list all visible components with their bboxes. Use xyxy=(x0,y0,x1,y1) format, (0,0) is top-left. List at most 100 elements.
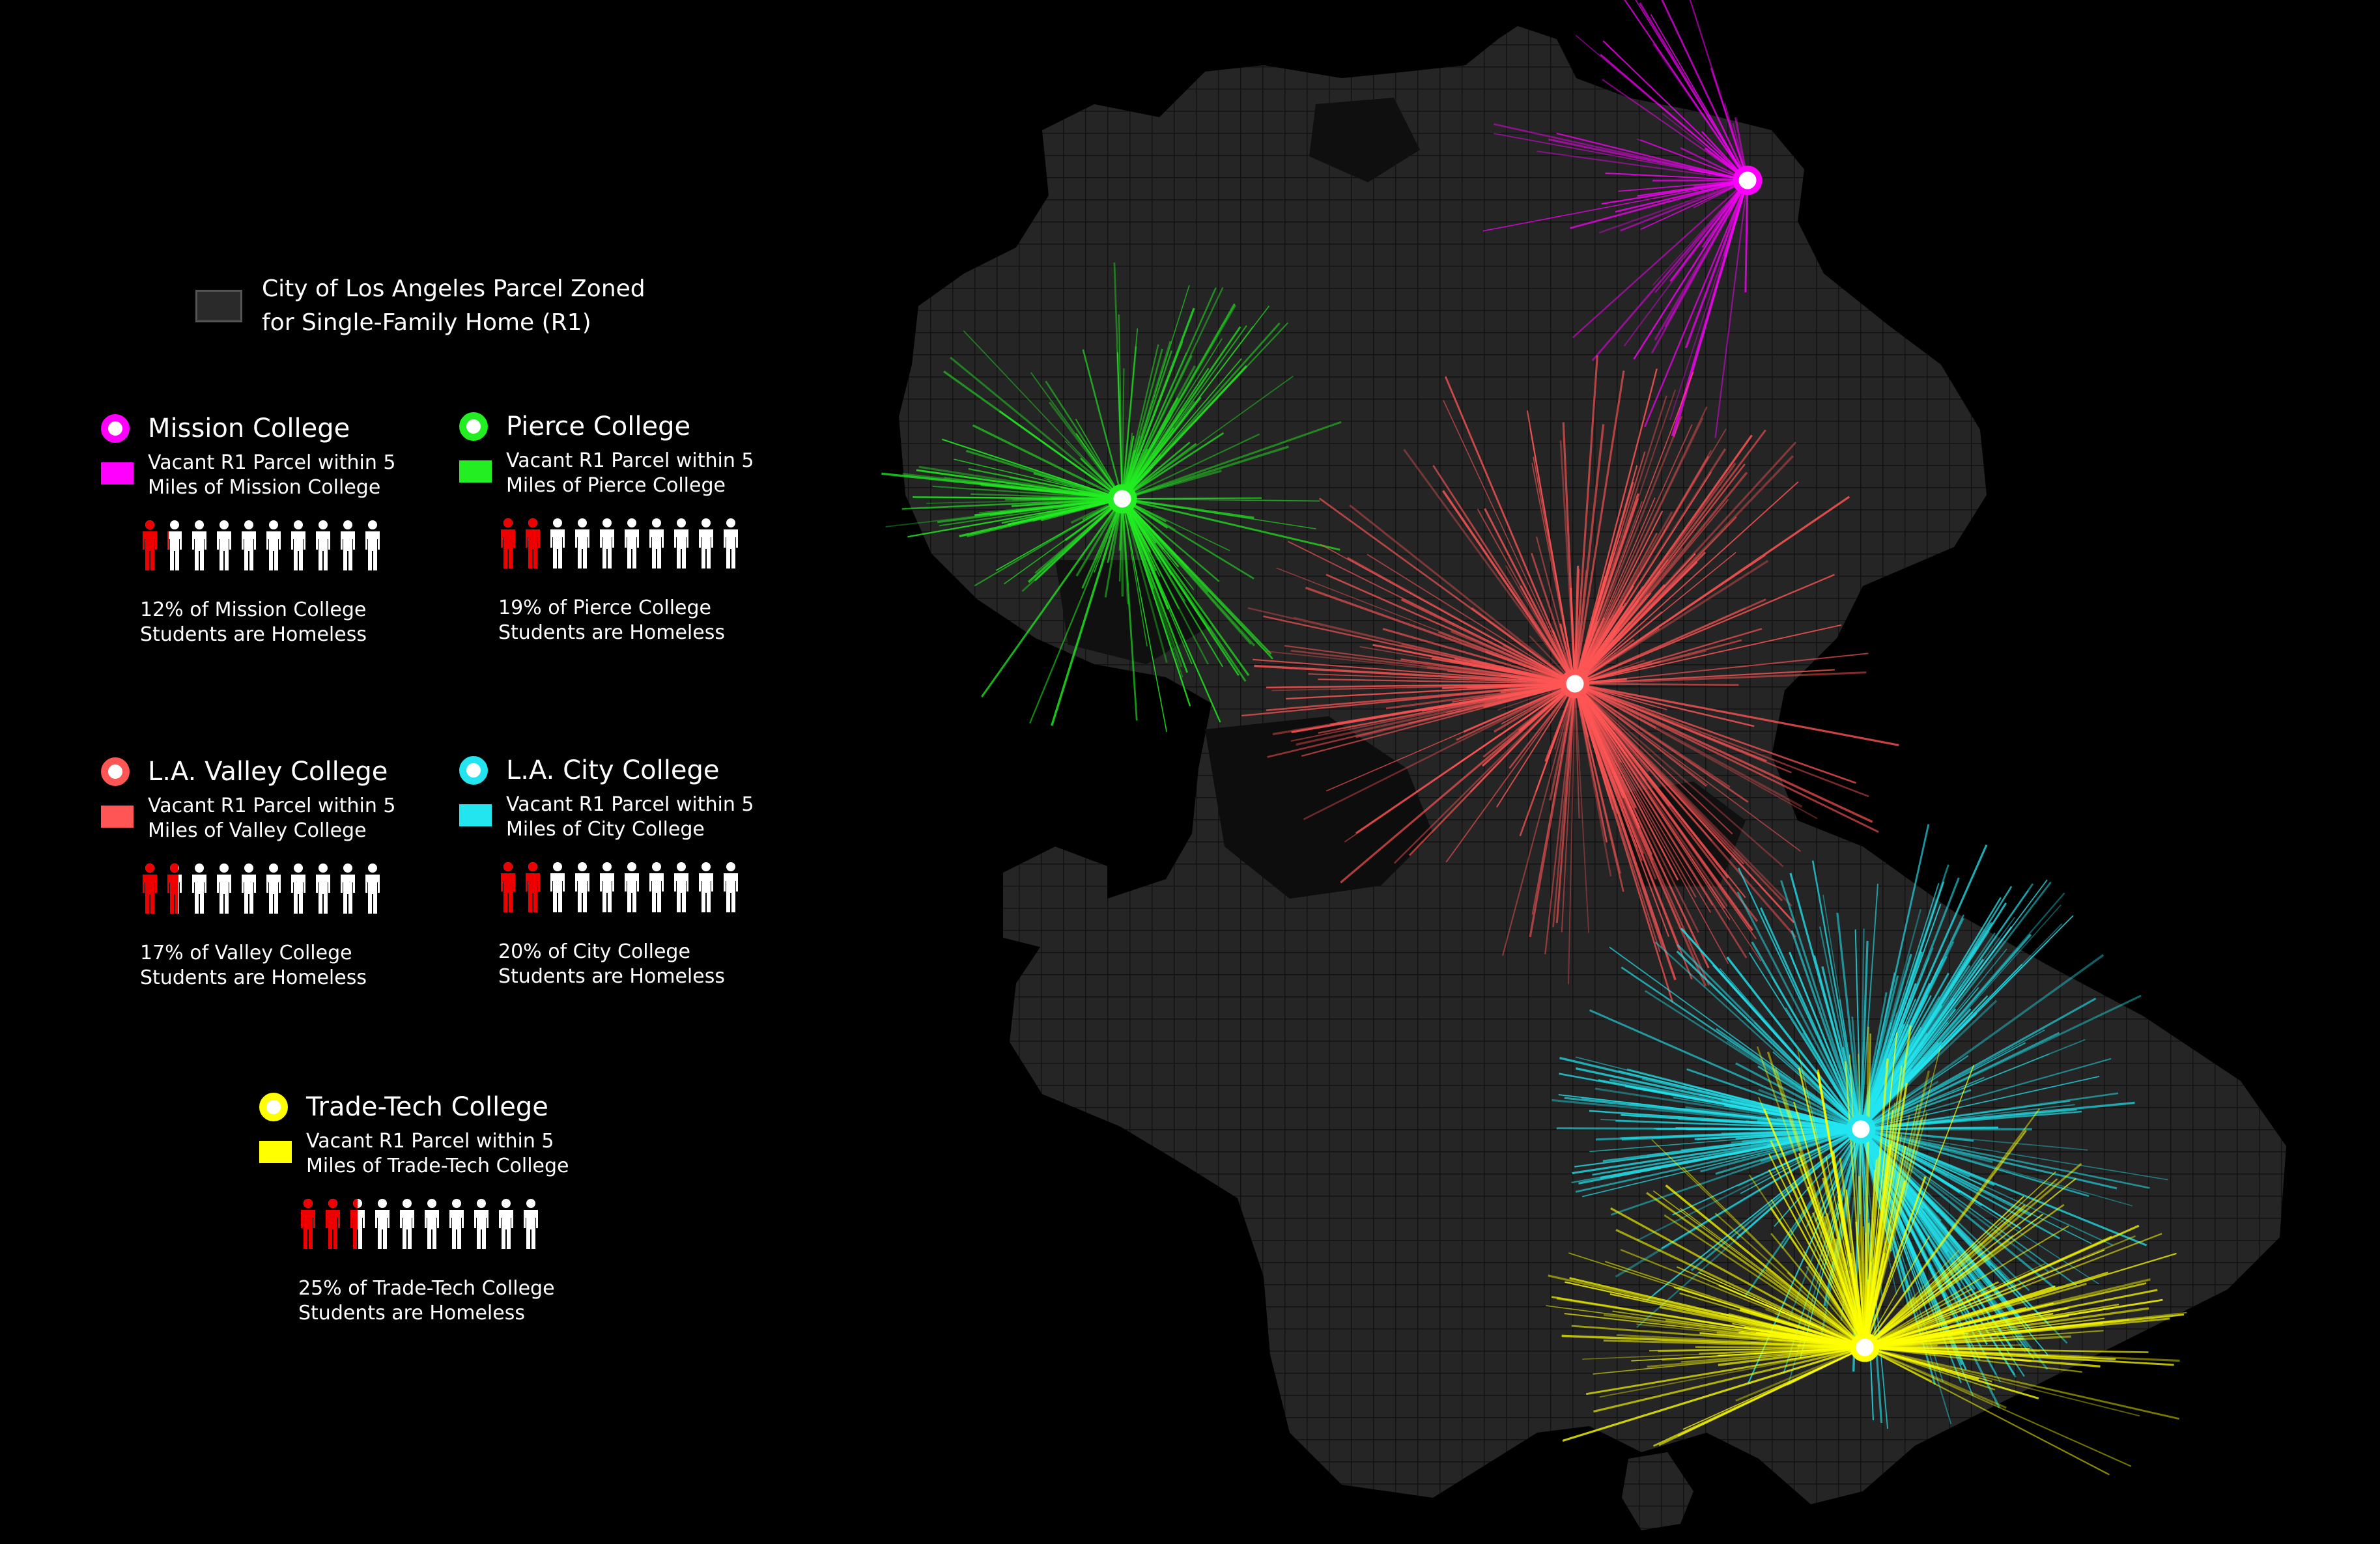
parcel-ray xyxy=(1574,683,1795,923)
parcel-ray xyxy=(1726,956,1862,1130)
parcel-ray xyxy=(1677,944,1862,1130)
parcel-label: Vacant R1 Parcel within 5 Miles of City … xyxy=(506,793,754,842)
parcel-ray xyxy=(1654,180,1749,341)
college-marker-valley[interactable] xyxy=(1560,669,1590,699)
parcel-ray xyxy=(1609,946,1862,1130)
parcel-ray xyxy=(1121,498,1191,707)
parcel-ray xyxy=(1561,1334,1865,1349)
person-homeless-icon xyxy=(167,863,182,914)
parcel-ray xyxy=(1574,471,1712,684)
parcel-ray xyxy=(1664,180,1748,328)
parcel-ray xyxy=(1116,352,1123,499)
parcel-ray xyxy=(1574,417,1704,684)
parcel-ray xyxy=(1684,180,1749,348)
person-icon xyxy=(474,1199,489,1249)
parcel-ray xyxy=(1824,1216,1866,1348)
parcel-ray xyxy=(1644,180,1749,428)
parcel-ray xyxy=(1572,1128,1862,1175)
homeless-stat-line1: 20% of City College xyxy=(498,940,690,963)
legend-mission: Mission College Vacant R1 Parcel within … xyxy=(101,409,466,647)
college-name: L.A. City College xyxy=(506,755,720,785)
parcel-ray xyxy=(1121,365,1196,499)
parcel-ray xyxy=(1686,1068,1862,1130)
parcel-ray xyxy=(1477,509,1576,684)
parcel-label: Vacant R1 Parcel within 5 Miles of Pierc… xyxy=(506,449,754,498)
parcel-ray xyxy=(1615,1119,1862,1130)
parcel-ray xyxy=(1860,908,1921,1130)
parcel-ray xyxy=(1602,40,1748,181)
homeless-pictogram xyxy=(498,518,824,583)
parcel-ray xyxy=(1574,683,1674,1003)
college-marker-city[interactable] xyxy=(1846,1114,1876,1144)
parcel-ray xyxy=(1574,683,1725,909)
parcel-ray xyxy=(1736,1128,1862,1239)
parcel-ray xyxy=(1854,929,1862,1130)
parcel-ray xyxy=(1860,998,1955,1130)
college-marker-tradetech[interactable] xyxy=(1850,1332,1880,1362)
person-icon xyxy=(217,863,231,914)
parcel-ray xyxy=(1574,683,1612,800)
parcel-ray xyxy=(1864,1318,2129,1349)
parcel-ray xyxy=(1764,1308,1865,1349)
parcel-ray xyxy=(1032,498,1123,522)
parcel-swatch xyxy=(459,804,492,826)
parcel-ray xyxy=(1574,355,1598,684)
homeless-stat-line2: Students are Homeless xyxy=(498,965,725,988)
parcel-ray xyxy=(1241,682,1576,717)
parcel-ray xyxy=(1337,682,1576,730)
parcel-ray xyxy=(1121,498,1138,721)
parcel-ray xyxy=(1290,649,1576,685)
parcel-ray xyxy=(1589,1009,1862,1130)
homeless-stat-line2: Students are Homeless xyxy=(140,966,367,989)
parcel-ray xyxy=(1121,287,1217,499)
parcel-ray xyxy=(981,498,1124,697)
parcel-ray xyxy=(1860,931,1990,1130)
parcel-ray xyxy=(1864,1290,1992,1349)
parcel-ray xyxy=(1634,1087,1862,1130)
parcel-ray xyxy=(1864,1302,2054,1349)
parcel-ray xyxy=(1774,1067,1866,1348)
parcel-swatch xyxy=(459,460,492,483)
parcel-ray xyxy=(1589,1129,1862,1153)
college-marker-mission[interactable] xyxy=(1733,165,1763,195)
parcel-ray xyxy=(1574,653,1869,685)
parcel-ray xyxy=(1860,998,2097,1130)
parcel-ray xyxy=(995,498,1123,571)
parcel-label: Vacant R1 Parcel within 5 Miles of Missi… xyxy=(148,451,395,500)
legend-city: L.A. City College Vacant R1 Parcel withi… xyxy=(459,751,824,989)
college-marker-pierce[interactable] xyxy=(1107,484,1137,514)
parcel-ray xyxy=(1860,954,2104,1130)
parcel-ray xyxy=(1864,1288,1973,1348)
parcel-ray xyxy=(1860,1055,1969,1130)
parcel-ray xyxy=(1864,1347,2140,1417)
person-homeless-icon xyxy=(143,520,157,570)
parcel-ray xyxy=(1585,1346,1865,1396)
parcel-ray xyxy=(1864,1287,2022,1349)
parcel-ray xyxy=(1574,555,1766,684)
parcel-ray xyxy=(1781,1129,1862,1249)
parcel-ray xyxy=(1735,1346,1865,1402)
parcel-ray xyxy=(1860,1129,2092,1244)
parcel-ray xyxy=(1469,683,1576,793)
parcel-ray xyxy=(1122,414,1172,499)
parcel-ray xyxy=(1677,1346,1865,1437)
parcel-ray xyxy=(1122,432,1225,500)
parcel-ray xyxy=(1122,421,1342,500)
parcel-swatch xyxy=(101,462,134,484)
parcel-ray xyxy=(1049,401,1124,499)
parcel-ray xyxy=(1451,683,1576,768)
parcel-ray xyxy=(1569,1277,1865,1349)
parcel-ray xyxy=(1574,682,1856,784)
parcel-ray xyxy=(1303,682,1576,821)
parcel-ray xyxy=(1574,682,1792,774)
parcel-ray xyxy=(1678,1119,1862,1130)
parcel-ray xyxy=(1680,1207,1865,1348)
parcel-ray xyxy=(1864,1338,2024,1349)
westside-parcel-area xyxy=(1003,847,1107,951)
person-homeless-icon xyxy=(350,1199,365,1249)
parcel-ray xyxy=(1544,683,1576,955)
parcel-ray xyxy=(1574,683,1589,933)
parcel-ray xyxy=(1806,1265,1866,1348)
person-icon xyxy=(365,520,380,570)
